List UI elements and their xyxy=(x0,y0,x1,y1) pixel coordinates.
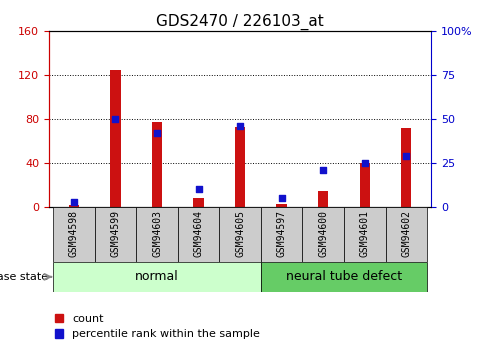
Bar xyxy=(302,207,344,262)
Bar xyxy=(136,207,178,262)
Legend: count, percentile rank within the sample: count, percentile rank within the sample xyxy=(54,314,260,339)
Bar xyxy=(261,207,302,262)
Text: GSM94605: GSM94605 xyxy=(235,210,245,257)
Bar xyxy=(69,205,79,207)
Bar xyxy=(220,207,261,262)
Point xyxy=(70,199,78,205)
Text: GSM94600: GSM94600 xyxy=(318,210,328,257)
Text: GSM94601: GSM94601 xyxy=(360,210,370,257)
Title: GDS2470 / 226103_at: GDS2470 / 226103_at xyxy=(156,13,324,30)
Bar xyxy=(276,204,287,207)
Text: GSM94597: GSM94597 xyxy=(277,210,287,257)
Bar xyxy=(95,207,136,262)
Point xyxy=(319,167,327,173)
Bar xyxy=(152,122,162,207)
Text: neural tube defect: neural tube defect xyxy=(286,270,402,283)
Bar xyxy=(235,127,245,207)
Text: disease state: disease state xyxy=(0,272,48,282)
Text: GSM94602: GSM94602 xyxy=(401,210,411,257)
Text: normal: normal xyxy=(135,270,179,283)
Text: GSM94603: GSM94603 xyxy=(152,210,162,257)
Text: GSM94599: GSM94599 xyxy=(110,210,121,257)
Bar xyxy=(194,198,204,207)
Bar xyxy=(261,262,427,292)
Point xyxy=(153,130,161,136)
Bar xyxy=(401,128,412,207)
Bar xyxy=(318,190,328,207)
Bar xyxy=(110,70,121,207)
Point xyxy=(236,123,244,129)
Bar xyxy=(178,207,220,262)
Point xyxy=(402,153,410,159)
Text: GSM94604: GSM94604 xyxy=(194,210,203,257)
Point xyxy=(112,116,120,122)
Bar xyxy=(360,163,370,207)
Bar xyxy=(53,262,261,292)
Text: GSM94598: GSM94598 xyxy=(69,210,79,257)
Bar xyxy=(344,207,386,262)
Point xyxy=(278,195,286,201)
Bar xyxy=(53,207,95,262)
Point xyxy=(361,160,368,166)
Bar xyxy=(386,207,427,262)
Point xyxy=(195,187,202,192)
